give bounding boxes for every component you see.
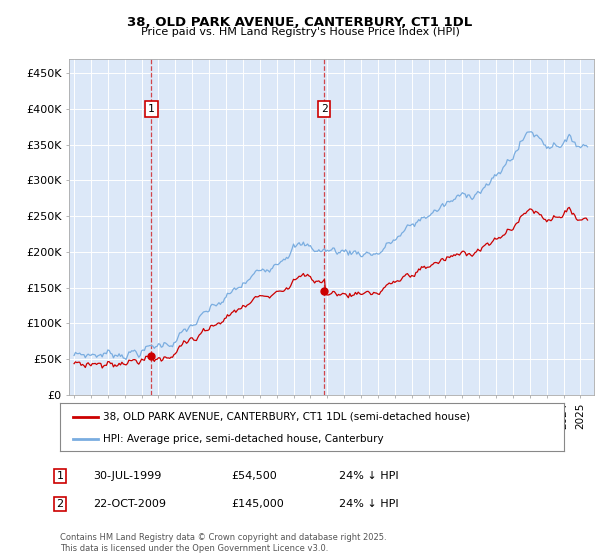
Text: 22-OCT-2009: 22-OCT-2009 [93, 499, 166, 509]
Text: 38, OLD PARK AVENUE, CANTERBURY, CT1 1DL (semi-detached house): 38, OLD PARK AVENUE, CANTERBURY, CT1 1DL… [103, 412, 470, 422]
Text: HPI: Average price, semi-detached house, Canterbury: HPI: Average price, semi-detached house,… [103, 434, 383, 444]
Text: 30-JUL-1999: 30-JUL-1999 [93, 471, 161, 481]
Text: 24% ↓ HPI: 24% ↓ HPI [339, 471, 398, 481]
Text: 1: 1 [56, 471, 64, 481]
Text: Price paid vs. HM Land Registry's House Price Index (HPI): Price paid vs. HM Land Registry's House … [140, 27, 460, 37]
Text: £145,000: £145,000 [231, 499, 284, 509]
Text: 38, OLD PARK AVENUE, CANTERBURY, CT1 1DL: 38, OLD PARK AVENUE, CANTERBURY, CT1 1DL [127, 16, 473, 29]
Text: 2: 2 [56, 499, 64, 509]
Text: 1: 1 [148, 104, 155, 114]
Text: £54,500: £54,500 [231, 471, 277, 481]
Text: 2: 2 [320, 104, 328, 114]
Text: 24% ↓ HPI: 24% ↓ HPI [339, 499, 398, 509]
Text: Contains HM Land Registry data © Crown copyright and database right 2025.
This d: Contains HM Land Registry data © Crown c… [60, 533, 386, 553]
